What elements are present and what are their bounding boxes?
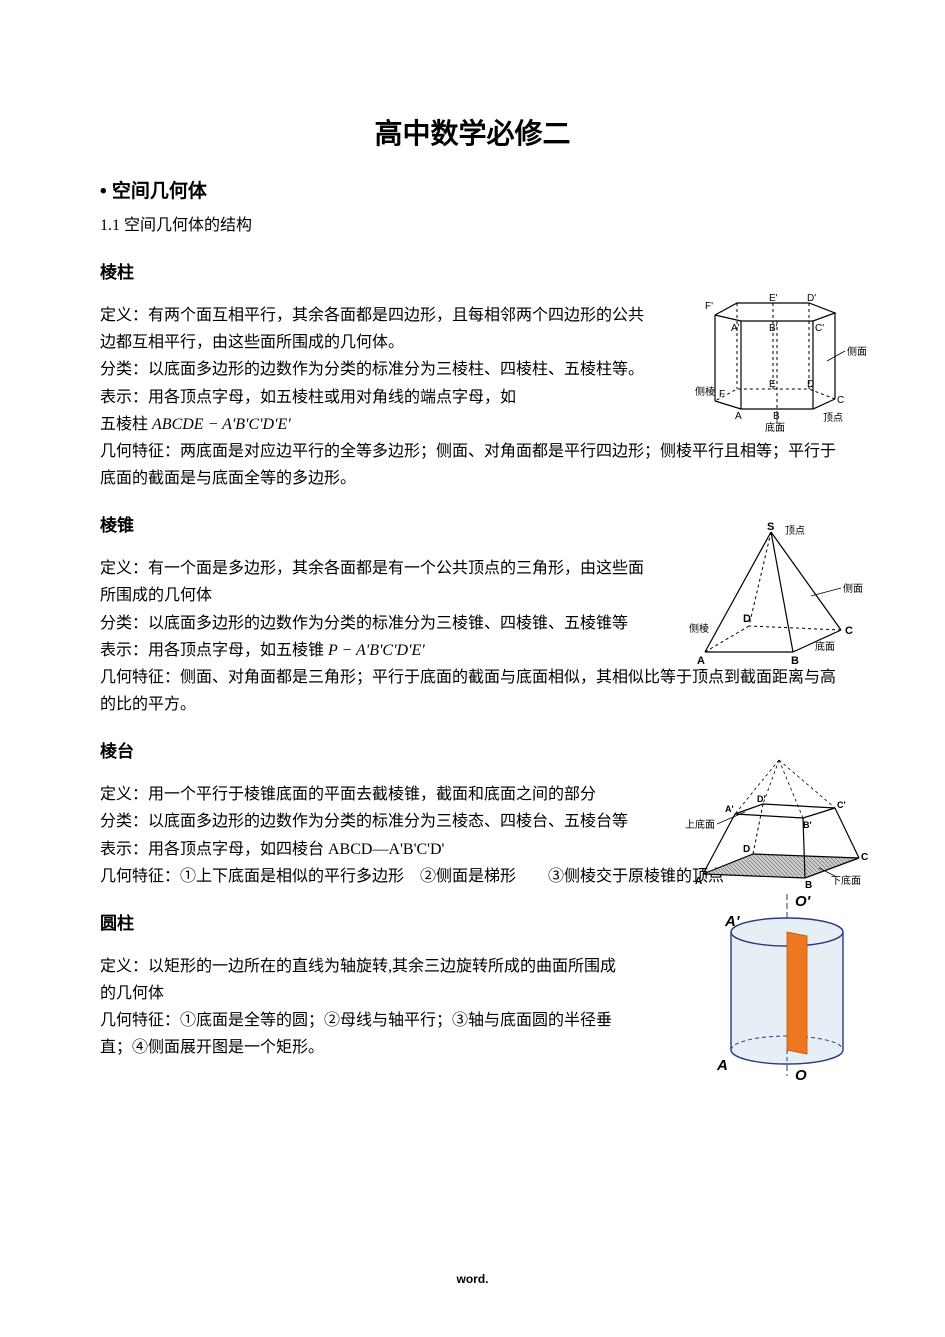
prism-classify: 分类：以底面多边形的边数作为分类的标准分为三棱柱、四棱柱、五棱柱等。 xyxy=(100,356,645,383)
label-Ap: A' xyxy=(731,323,740,334)
prism-notation: 表示：用各顶点字母，如五棱柱或用对角线的端点字母，如 xyxy=(100,384,645,411)
label-A: A xyxy=(695,876,702,887)
prism-def: 定义：有两个面互相平行，其余各面都是四边形，且每相邻两个四边形的公共边都互相平行… xyxy=(100,302,645,356)
label-D: D xyxy=(743,613,751,625)
label-Cp: C' xyxy=(815,323,824,334)
label-B: B xyxy=(773,411,780,422)
cylinder-def: 定义：以矩形的一边所在的直线为轴旋转,其余三边旋转所成的曲面所围成的几何体 xyxy=(100,953,625,1007)
pyramid-block: 棱锥 定义：有一个面是多边形，其余各面都是有一个公共顶点的三角形，由这些面所围成… xyxy=(100,512,845,718)
label-bottom-face: 底面 xyxy=(765,421,785,434)
pyramid-notation: 表示：用各顶点字母，如五棱锥 P − A'B'C'D'E' xyxy=(100,637,645,664)
label-bottom-face: 底面 xyxy=(815,640,835,653)
cylinder-features: 几何特征：①底面是全等的圆；②母线与轴平行；③轴与底面圆的半径垂直；④侧面展开图… xyxy=(100,1007,625,1061)
label-Cp: C' xyxy=(837,800,846,810)
label-D: D xyxy=(743,844,750,855)
label-O: O xyxy=(795,1067,807,1084)
pyramid-figure: S 顶点 A B C D 侧棱 侧面 底面 xyxy=(685,522,875,681)
label-side-face: 侧面 xyxy=(847,345,867,358)
label-apex: 顶点 xyxy=(785,525,805,537)
label-Bp: B' xyxy=(803,820,812,830)
label-Dp: D' xyxy=(807,293,816,304)
label-F: F xyxy=(719,389,725,400)
page-title: 高中数学必修二 xyxy=(100,110,845,158)
label-B: B xyxy=(791,655,799,667)
prism-figure: F' A' B' C' D' E' F A B C D E 侧棱 侧面 底面 顶… xyxy=(695,291,875,450)
frustum-notation: 表示：用各顶点字母，如四棱台 ABCD—A'B'C'D' xyxy=(100,836,645,863)
label-Fp: F' xyxy=(705,301,713,312)
chapter-heading: • 空间几何体 xyxy=(100,176,845,208)
label-side-edge: 侧棱 xyxy=(695,385,715,398)
label-A: A xyxy=(735,411,742,422)
prism-block: 棱柱 定义：有两个面互相平行，其余各面都是四边形，且每相邻两个四边形的公共边都互… xyxy=(100,259,845,492)
frustum-classify: 分类：以底面多边形的边数作为分类的标准分为三棱态、四棱台、五棱台等 xyxy=(100,808,645,835)
prism-formula: 五棱柱 ABCDE − A'B'C'D'E' xyxy=(100,411,645,438)
label-bottom-face: 下底面 xyxy=(831,874,861,887)
label-Op: O' xyxy=(795,893,811,910)
frustum-def: 定义：用一个平行于棱锥底面的平面去截棱锥，截面和底面之间的部分 xyxy=(100,781,645,808)
label-C: C xyxy=(845,625,853,637)
prism-heading: 棱柱 xyxy=(100,259,845,288)
label-side-face: 侧面 xyxy=(843,582,863,595)
label-side-edge: 侧棱 xyxy=(689,622,709,635)
label-Bp: B' xyxy=(769,323,778,334)
label-D: D xyxy=(807,379,814,390)
label-Ep: E' xyxy=(769,293,778,304)
cylinder-figure: A' O' A O xyxy=(695,890,865,1099)
label-A: A xyxy=(716,1057,728,1074)
pyramid-def: 定义：有一个面是多边形，其余各面都是有一个公共顶点的三角形，由这些面所围成的几何… xyxy=(100,555,645,609)
label-S: S xyxy=(767,522,774,533)
pyramid-classify: 分类：以底面多边形的边数作为分类的标准分为三棱锥、四棱锥、五棱锥等 xyxy=(100,610,645,637)
label-Ap: A' xyxy=(725,804,734,814)
label-top-face: 上底面 xyxy=(685,818,715,831)
page-footer: word. xyxy=(0,1269,945,1289)
section-number: 1.1 空间几何体的结构 xyxy=(100,212,845,239)
cylinder-block: 圆柱 定义：以矩形的一边所在的直线为轴旋转,其余三边旋转所成的曲面所围成的几何体… xyxy=(100,910,845,1062)
label-C: C xyxy=(861,852,868,863)
label-Dp: D' xyxy=(757,794,766,804)
frustum-figure: A' B' C' D' A B C D 上底面 下底面 xyxy=(685,756,875,905)
frustum-block: 棱台 定义：用一个平行于棱锥底面的平面去截棱锥，截面和底面之间的部分 分类：以底… xyxy=(100,738,845,890)
label-E: E xyxy=(769,379,776,390)
label-C: C xyxy=(837,395,844,406)
label-Ap: A' xyxy=(724,913,740,930)
label-A: A xyxy=(697,655,705,667)
label-vertex: 顶点 xyxy=(823,412,843,424)
